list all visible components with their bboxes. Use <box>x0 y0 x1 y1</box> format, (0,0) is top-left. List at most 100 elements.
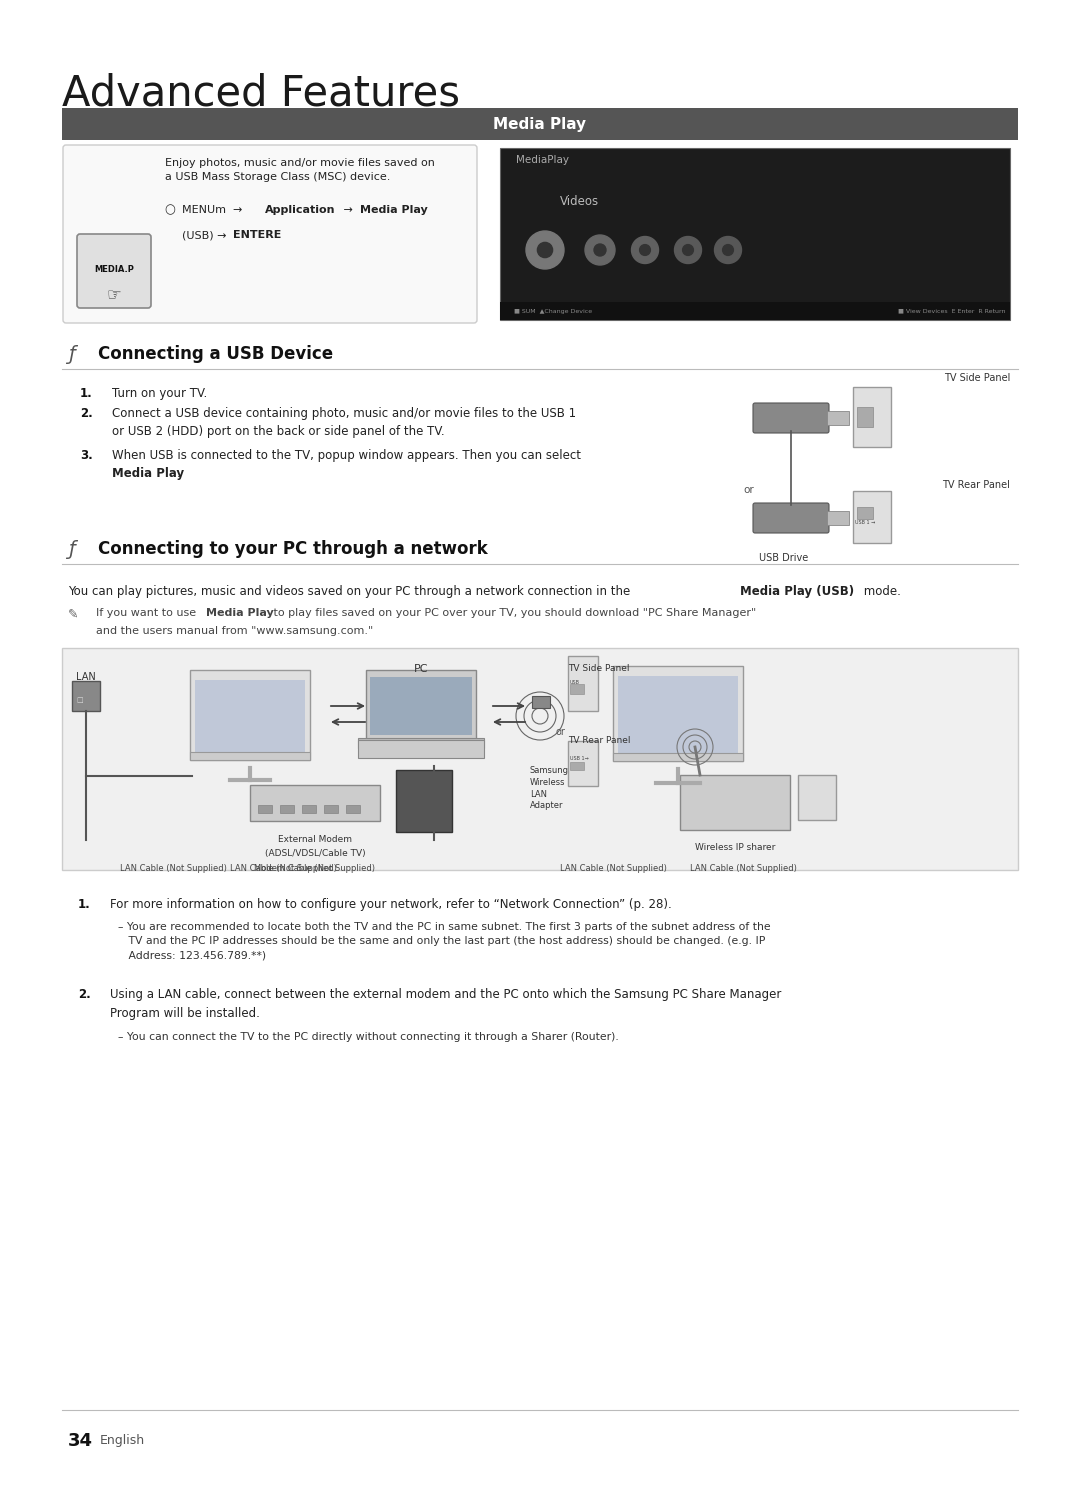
Text: Using a LAN cable, connect between the external modem and the PC onto which the : Using a LAN cable, connect between the e… <box>110 988 781 1019</box>
Bar <box>249 784 380 822</box>
Text: USB 1→: USB 1→ <box>570 756 589 760</box>
Bar <box>190 669 310 760</box>
Text: ☞: ☞ <box>107 285 121 303</box>
FancyBboxPatch shape <box>63 145 477 323</box>
Text: 1.: 1. <box>80 387 93 400</box>
Text: Advanced Features: Advanced Features <box>62 72 460 114</box>
Text: TV Rear Panel: TV Rear Panel <box>568 737 631 746</box>
Text: MEDIA.P: MEDIA.P <box>94 266 134 275</box>
Text: PC: PC <box>414 663 429 674</box>
Text: Enjoy photos, music and/or movie files saved on
a USB Mass Storage Class (MSC) d: Enjoy photos, music and/or movie files s… <box>165 158 435 182</box>
Circle shape <box>723 245 733 255</box>
Text: External Modem: External Modem <box>278 835 352 844</box>
Text: →: → <box>340 205 356 215</box>
Text: USB Drive: USB Drive <box>759 553 808 563</box>
Bar <box>190 751 310 760</box>
Text: 2.: 2. <box>80 406 93 420</box>
Text: and the users manual from "www.samsung.com.": and the users manual from "www.samsung.c… <box>96 626 374 636</box>
Bar <box>258 805 272 813</box>
Text: □: □ <box>76 698 83 704</box>
Text: USB 1 →: USB 1 → <box>855 520 875 526</box>
Bar <box>346 805 360 813</box>
Bar <box>853 387 891 447</box>
Circle shape <box>715 236 742 263</box>
Text: (ADSL/VDSL/Cable TV): (ADSL/VDSL/Cable TV) <box>265 849 365 858</box>
Bar <box>618 675 738 756</box>
Text: When USB is connected to the TV, popup window appears. Then you can select: When USB is connected to the TV, popup w… <box>112 450 581 462</box>
Text: English: English <box>100 1434 145 1448</box>
Text: – You can connect the TV to the PC directly without connecting it through a Shar: – You can connect the TV to the PC direc… <box>118 1032 619 1041</box>
Bar <box>568 656 598 711</box>
Text: LAN Cable (Not Supplied): LAN Cable (Not Supplied) <box>690 864 797 872</box>
Text: ✎: ✎ <box>68 608 79 622</box>
Text: TV Side Panel: TV Side Panel <box>944 374 1010 382</box>
Bar <box>680 775 789 831</box>
Text: Turn on your TV.: Turn on your TV. <box>112 387 207 400</box>
Circle shape <box>639 245 650 255</box>
Circle shape <box>594 244 606 255</box>
Text: ƒ: ƒ <box>68 345 75 365</box>
Text: Media Play: Media Play <box>360 205 428 215</box>
Text: to play files saved on your PC over your TV, you should download "PC Share Manag: to play files saved on your PC over your… <box>270 608 756 619</box>
Text: LAN Cable (Not Supplied): LAN Cable (Not Supplied) <box>120 864 227 872</box>
Circle shape <box>526 232 564 269</box>
Circle shape <box>683 245 693 255</box>
Text: LAN Cable (Not Supplied): LAN Cable (Not Supplied) <box>561 864 666 872</box>
Text: You can play pictures, music and videos saved on your PC through a network conne: You can play pictures, music and videos … <box>68 586 634 598</box>
Text: ■ SUM  ▲Change Device: ■ SUM ▲Change Device <box>514 308 592 314</box>
Bar <box>370 677 472 735</box>
Circle shape <box>585 235 615 264</box>
Bar <box>858 406 873 427</box>
Text: ENTERE: ENTERE <box>233 230 282 241</box>
Bar <box>280 805 294 813</box>
Text: MediaPlay: MediaPlay <box>516 155 569 164</box>
Bar <box>500 148 1010 320</box>
Text: Connect a USB device containing photo, music and/or movie files to the USB 1
or : Connect a USB device containing photo, m… <box>112 406 576 438</box>
Text: 34: 34 <box>68 1433 93 1451</box>
Text: 2.: 2. <box>78 988 91 1001</box>
Text: or: or <box>743 486 754 495</box>
Text: Connecting to your PC through a network: Connecting to your PC through a network <box>98 539 488 557</box>
Text: Media Play: Media Play <box>112 468 184 480</box>
Bar <box>532 696 550 708</box>
FancyBboxPatch shape <box>753 403 829 433</box>
Text: Application: Application <box>265 205 336 215</box>
Text: Media Play (USB): Media Play (USB) <box>740 586 854 598</box>
Bar <box>570 762 584 769</box>
Text: mode.: mode. <box>860 586 901 598</box>
Text: Wireless IP sharer: Wireless IP sharer <box>694 843 775 852</box>
Text: ■ View Devices  E Enter  R Return: ■ View Devices E Enter R Return <box>899 308 1005 314</box>
Circle shape <box>538 242 553 257</box>
Bar <box>62 648 1018 870</box>
Text: Connecting a USB Device: Connecting a USB Device <box>98 345 333 363</box>
Bar <box>366 669 476 740</box>
Bar <box>72 681 100 711</box>
Bar <box>500 302 1010 320</box>
Circle shape <box>675 236 702 263</box>
Text: .: . <box>177 468 180 480</box>
Bar <box>613 753 743 760</box>
Bar <box>324 805 338 813</box>
Bar <box>858 506 873 518</box>
Text: If you want to use: If you want to use <box>96 608 200 619</box>
Text: TV Side Panel: TV Side Panel <box>568 663 630 672</box>
Bar <box>570 684 584 695</box>
Text: Media Play: Media Play <box>206 608 273 619</box>
Text: Media Play: Media Play <box>494 117 586 131</box>
Text: TV Rear Panel: TV Rear Panel <box>942 480 1010 490</box>
Text: or: or <box>556 728 566 737</box>
Text: LAN Cable (Not Supplied): LAN Cable (Not Supplied) <box>230 864 337 872</box>
Bar <box>302 805 316 813</box>
Text: LAN: LAN <box>76 672 96 681</box>
FancyBboxPatch shape <box>77 235 151 308</box>
Text: ƒ: ƒ <box>68 539 75 559</box>
Text: Modem Cable (Not Supplied): Modem Cable (Not Supplied) <box>255 864 376 872</box>
Bar <box>396 769 453 832</box>
Text: ○: ○ <box>164 203 175 217</box>
Bar <box>357 738 484 748</box>
Bar <box>798 775 836 820</box>
Bar <box>62 108 1018 140</box>
Bar <box>613 666 743 760</box>
Text: 3.: 3. <box>80 450 93 462</box>
Bar <box>195 680 305 754</box>
